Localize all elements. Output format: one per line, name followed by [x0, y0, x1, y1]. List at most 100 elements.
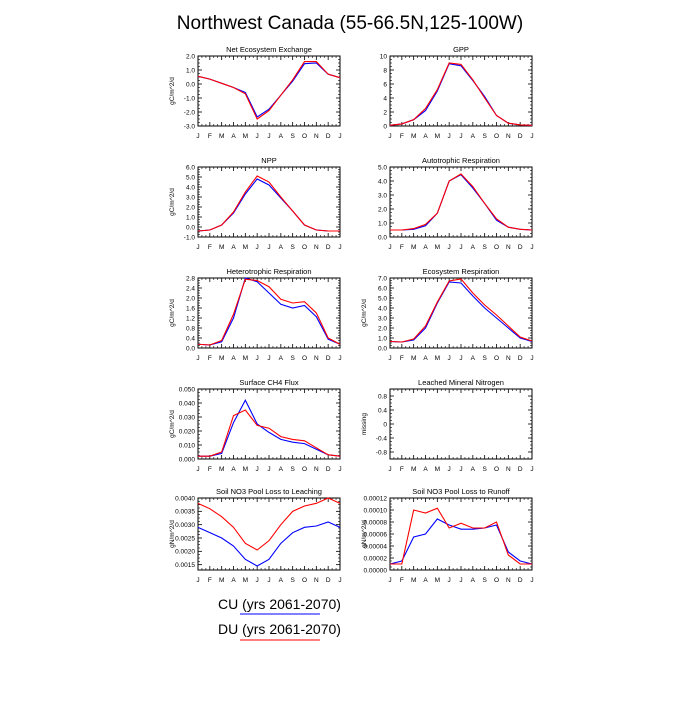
soil-no3-pool-loss-to-runoff-xtick-label: N	[506, 577, 511, 584]
surface-ch4-flux-xtick-label: J	[256, 466, 259, 473]
ecosystem-respiration-frame	[389, 277, 533, 349]
surface-ch4-flux-xtick-label: M	[243, 466, 248, 473]
soil-no3-pool-loss-to-leaching-xtick-label: M	[219, 577, 224, 584]
leached-mineral-nitrogen-xtick-label: S	[482, 466, 487, 473]
ecosystem-respiration-xtick-label: F	[400, 355, 404, 362]
soil-no3-pool-loss-to-runoff-ylabel: gN/m^2/d	[361, 520, 368, 548]
ecosystem-respiration-xtick-label: A	[471, 355, 476, 362]
gpp-xtick-label: A	[471, 133, 476, 140]
surface-ch4-flux-ytick-label: 0.050	[179, 386, 196, 393]
ecosystem-respiration-xtick-label: M	[411, 355, 416, 362]
heterotrophic-respiration-xtick-label: F	[208, 355, 212, 362]
gpp-xtick-label: J	[459, 133, 462, 140]
heterotrophic-respiration-xtick-label: M	[243, 355, 248, 362]
soil-no3-pool-loss-to-leaching-series-1-line	[197, 497, 341, 551]
gpp-xtick-label: J	[448, 133, 451, 140]
gpp-ytick-label: 8	[383, 67, 387, 74]
npp-ytick-label: 5.0	[186, 174, 195, 181]
soil-no3-pool-loss-to-leaching-xtick-label: O	[302, 577, 307, 584]
surface-ch4-flux-xtick-label: M	[219, 466, 224, 473]
surface-ch4-flux-frame	[197, 388, 341, 460]
ecosystem-respiration-ytick-label: 6.0	[378, 285, 387, 292]
net-ecosystem-exchange-xtick-label: A	[231, 133, 236, 140]
autotrophic-respiration-xtick-label: O	[494, 244, 499, 251]
page-title: Northwest Canada (55-66.5N,125-100W)	[177, 13, 523, 34]
net-ecosystem-exchange-ytick-label: 1.0	[186, 67, 195, 74]
gpp-title: GPP	[453, 45, 469, 54]
autotrophic-respiration-xtick-label: M	[411, 244, 416, 251]
leached-mineral-nitrogen-ytick-label: 0.4	[378, 407, 387, 414]
soil-no3-pool-loss-to-leaching-xtick-label: M	[243, 577, 248, 584]
legend: CU (yrs 2061-2070) DU (yrs 2061-2070)	[218, 596, 341, 641]
soil-no3-pool-loss-to-runoff-ytick-label: 0.00004	[364, 543, 388, 550]
npp-xtick-label: S	[290, 244, 295, 251]
autotrophic-respiration-ytick-label: 0.0	[378, 234, 387, 241]
soil-no3-pool-loss-to-runoff-xtick-label: O	[494, 577, 499, 584]
soil-no3-pool-loss-to-runoff-ytick-label: 0.00012	[364, 495, 388, 502]
net-ecosystem-exchange-ytick-label: 2.0	[186, 53, 195, 60]
surface-ch4-flux-ytick-label: 0.010	[179, 442, 196, 449]
npp-series-1-line	[197, 175, 340, 232]
surface-ch4-flux-xtick-label: O	[302, 466, 307, 473]
autotrophic-respiration-ytick-label: 4.0	[378, 178, 387, 185]
gpp-ytick-label: 0	[383, 123, 387, 130]
heterotrophic-respiration-xtick-label: D	[326, 355, 331, 362]
leached-mineral-nitrogen-ylabel: missing	[361, 413, 368, 435]
net-ecosystem-exchange-xtick-label: M	[243, 133, 248, 140]
npp-xtick-label: F	[208, 244, 212, 251]
soil-no3-pool-loss-to-leaching-ytick-label: 0.0025	[175, 535, 195, 542]
surface-ch4-flux-xtick-label: N	[314, 466, 319, 473]
heterotrophic-respiration-ytick-label: 0.4	[186, 335, 195, 342]
autotrophic-respiration-xtick-label: S	[482, 244, 487, 251]
net-ecosystem-exchange-xtick-label: S	[290, 133, 295, 140]
net-ecosystem-exchange-ytick-label: 0.0	[186, 81, 195, 88]
autotrophic-respiration-title: Autotrophic Respiration	[422, 156, 500, 165]
heterotrophic-respiration-ytick-label: 1.6	[186, 305, 195, 312]
net-ecosystem-exchange-frame	[197, 55, 341, 127]
npp-xtick-label: J	[256, 244, 259, 251]
ecosystem-respiration-xtick-label: J	[448, 355, 451, 362]
leached-mineral-nitrogen-xtick-label: J	[530, 466, 533, 473]
gpp-xtick-label: J	[530, 133, 533, 140]
heterotrophic-respiration-xtick-label: J	[196, 355, 199, 362]
heterotrophic-respiration-ytick-label: 0.8	[186, 325, 195, 332]
surface-ch4-flux-ytick-label: 0.040	[179, 400, 196, 407]
soil-no3-pool-loss-to-runoff-xtick-label: J	[530, 577, 533, 584]
leached-mineral-nitrogen-ytick-label: -0.8	[376, 449, 388, 456]
heterotrophic-respiration-frame	[197, 277, 341, 349]
net-ecosystem-exchange-ylabel: gC/m^2/d	[169, 77, 176, 105]
surface-ch4-flux-series-1-line	[198, 409, 341, 457]
soil-no3-pool-loss-to-leaching-xtick-label: A	[231, 577, 236, 584]
autotrophic-respiration-series-0-line	[390, 174, 533, 231]
heterotrophic-respiration-xtick-label: N	[314, 355, 319, 362]
heterotrophic-respiration-xtick-label: S	[290, 355, 295, 362]
npp-xtick-label: O	[302, 244, 307, 251]
heterotrophic-respiration-ytick-label: 2.4	[186, 285, 195, 292]
soil-no3-pool-loss-to-leaching-xtick-label: J	[196, 577, 199, 584]
heterotrophic-respiration-ytick-label: 2.8	[186, 275, 195, 282]
autotrophic-respiration-xtick-label: J	[448, 244, 451, 251]
ecosystem-respiration-xtick-label: A	[423, 355, 428, 362]
net-ecosystem-exchange-xtick-label: J	[338, 133, 341, 140]
npp-title: NPP	[261, 156, 276, 165]
soil-no3-pool-loss-to-runoff-xtick-label: M	[435, 577, 440, 584]
npp-xtick-label: J	[338, 244, 341, 251]
net-ecosystem-exchange-xtick-label: O	[302, 133, 307, 140]
gpp-xtick-label: F	[400, 133, 404, 140]
heterotrophic-respiration-ytick-label: 2.0	[186, 295, 195, 302]
leached-mineral-nitrogen-xtick-label: N	[506, 466, 511, 473]
autotrophic-respiration-xtick-label: J	[459, 244, 462, 251]
soil-no3-pool-loss-to-leaching-xtick-label: J	[256, 577, 259, 584]
npp-series-0-line	[197, 178, 340, 232]
leached-mineral-nitrogen-ytick-label: 0.8	[378, 393, 387, 400]
leached-mineral-nitrogen-ytick-label: -0.4	[376, 435, 388, 442]
autotrophic-respiration-frame	[389, 166, 533, 238]
autotrophic-respiration-ytick-label: 3.0	[378, 192, 387, 199]
npp-xtick-label: N	[314, 244, 319, 251]
autotrophic-respiration-ytick-label: 2.0	[378, 206, 387, 213]
